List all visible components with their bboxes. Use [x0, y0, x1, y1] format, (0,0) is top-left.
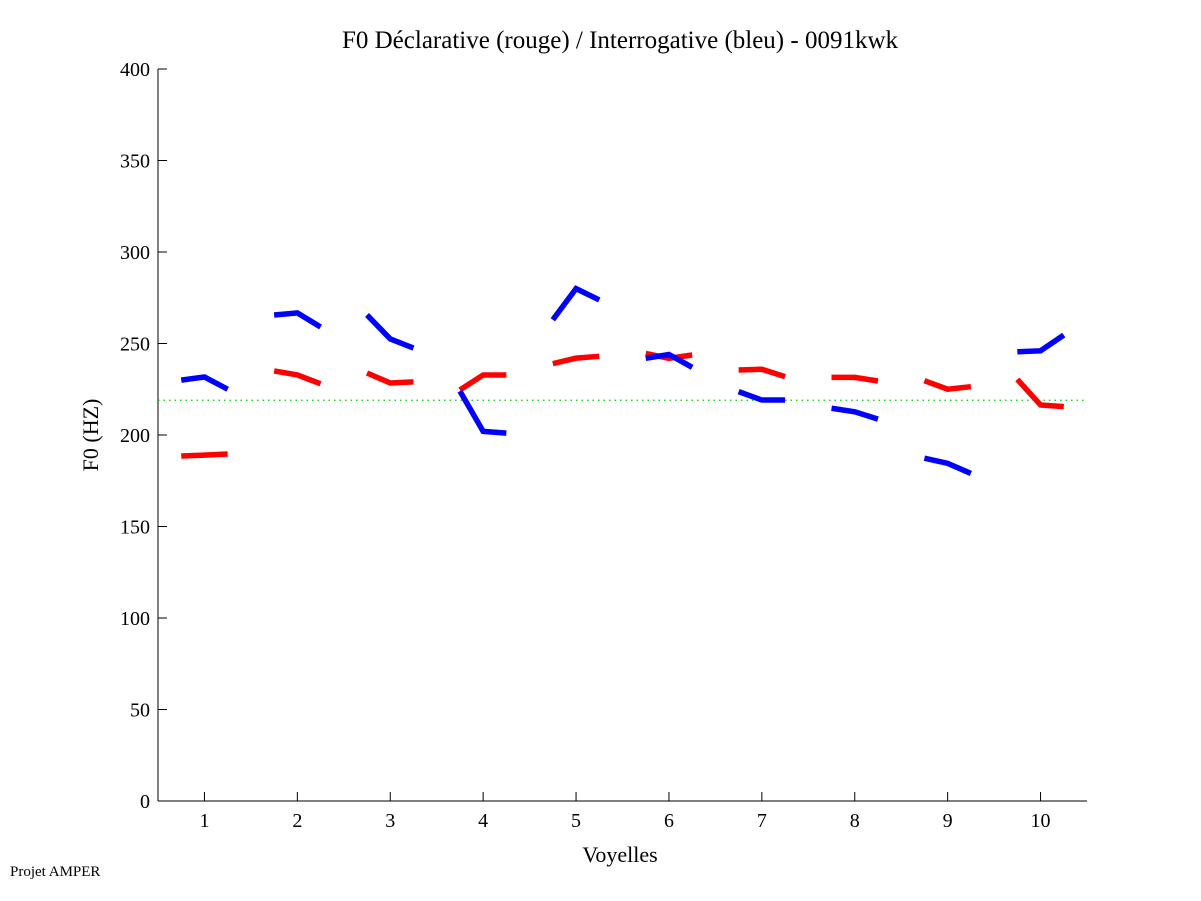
interrogative-segment-2 [273, 310, 323, 330]
series-group [180, 285, 1066, 476]
declarative-segment-3 [365, 370, 414, 386]
y-tick-label: 200 [120, 425, 150, 447]
declarative-segment-9 [923, 378, 972, 393]
x-tick-label: 3 [385, 810, 395, 832]
x-tick-label: 8 [850, 810, 860, 832]
y-axis-label: F0 (HZ) [78, 399, 103, 472]
y-tick-label: 0 [140, 791, 150, 813]
y-tick-label: 150 [120, 517, 150, 539]
declarative-segment-10 [1015, 377, 1064, 410]
y-tick-label: 250 [120, 334, 150, 356]
y-tick-label: 350 [120, 151, 150, 173]
declarative-segment-2 [273, 368, 322, 387]
interrogative-segment-3 [365, 313, 415, 351]
declarative-segment-1 [181, 451, 228, 459]
declarative-segment-4 [458, 372, 507, 393]
interrogative-segment-9 [923, 455, 972, 476]
x-tick-label: 9 [943, 810, 953, 832]
x-tick-label: 10 [1031, 810, 1051, 832]
axes: 0 50 100 150 200 250 300 350 400 1 2 3 4 5 6 7 8 9 10 [120, 59, 1087, 832]
interrogative-segment-6 [645, 351, 694, 370]
x-tick-label: 7 [757, 810, 767, 832]
declarative-segment-5 [552, 353, 600, 367]
chart-title: F0 Déclarative (rouge) / Interrogative (… [342, 27, 899, 54]
declarative-segment-7 [738, 366, 786, 380]
x-tick-label: 6 [664, 810, 674, 832]
interrogative-segment-5 [550, 285, 601, 322]
y-tick-label: 50 [130, 700, 150, 722]
x-axis-label: Voyelles [582, 842, 657, 867]
interrogative-segment-1 [180, 374, 229, 392]
footer-credit: Projet AMPER [10, 864, 101, 880]
y-tick-label: 300 [120, 242, 150, 264]
x-tick-label: 4 [478, 810, 488, 832]
x-tick-label: 5 [571, 810, 581, 832]
declarative-segment-8 [831, 374, 879, 384]
interrogative-segment-10 [1017, 332, 1066, 355]
interrogative-segment-8 [831, 405, 879, 422]
interrogative-segment-7 [737, 389, 786, 403]
x-tick-label: 1 [199, 810, 209, 832]
y-tick-label: 400 [120, 59, 150, 81]
y-tick-label: 100 [120, 608, 150, 630]
x-tick-label: 2 [292, 810, 302, 832]
interrogative-segment-4 [457, 389, 507, 436]
